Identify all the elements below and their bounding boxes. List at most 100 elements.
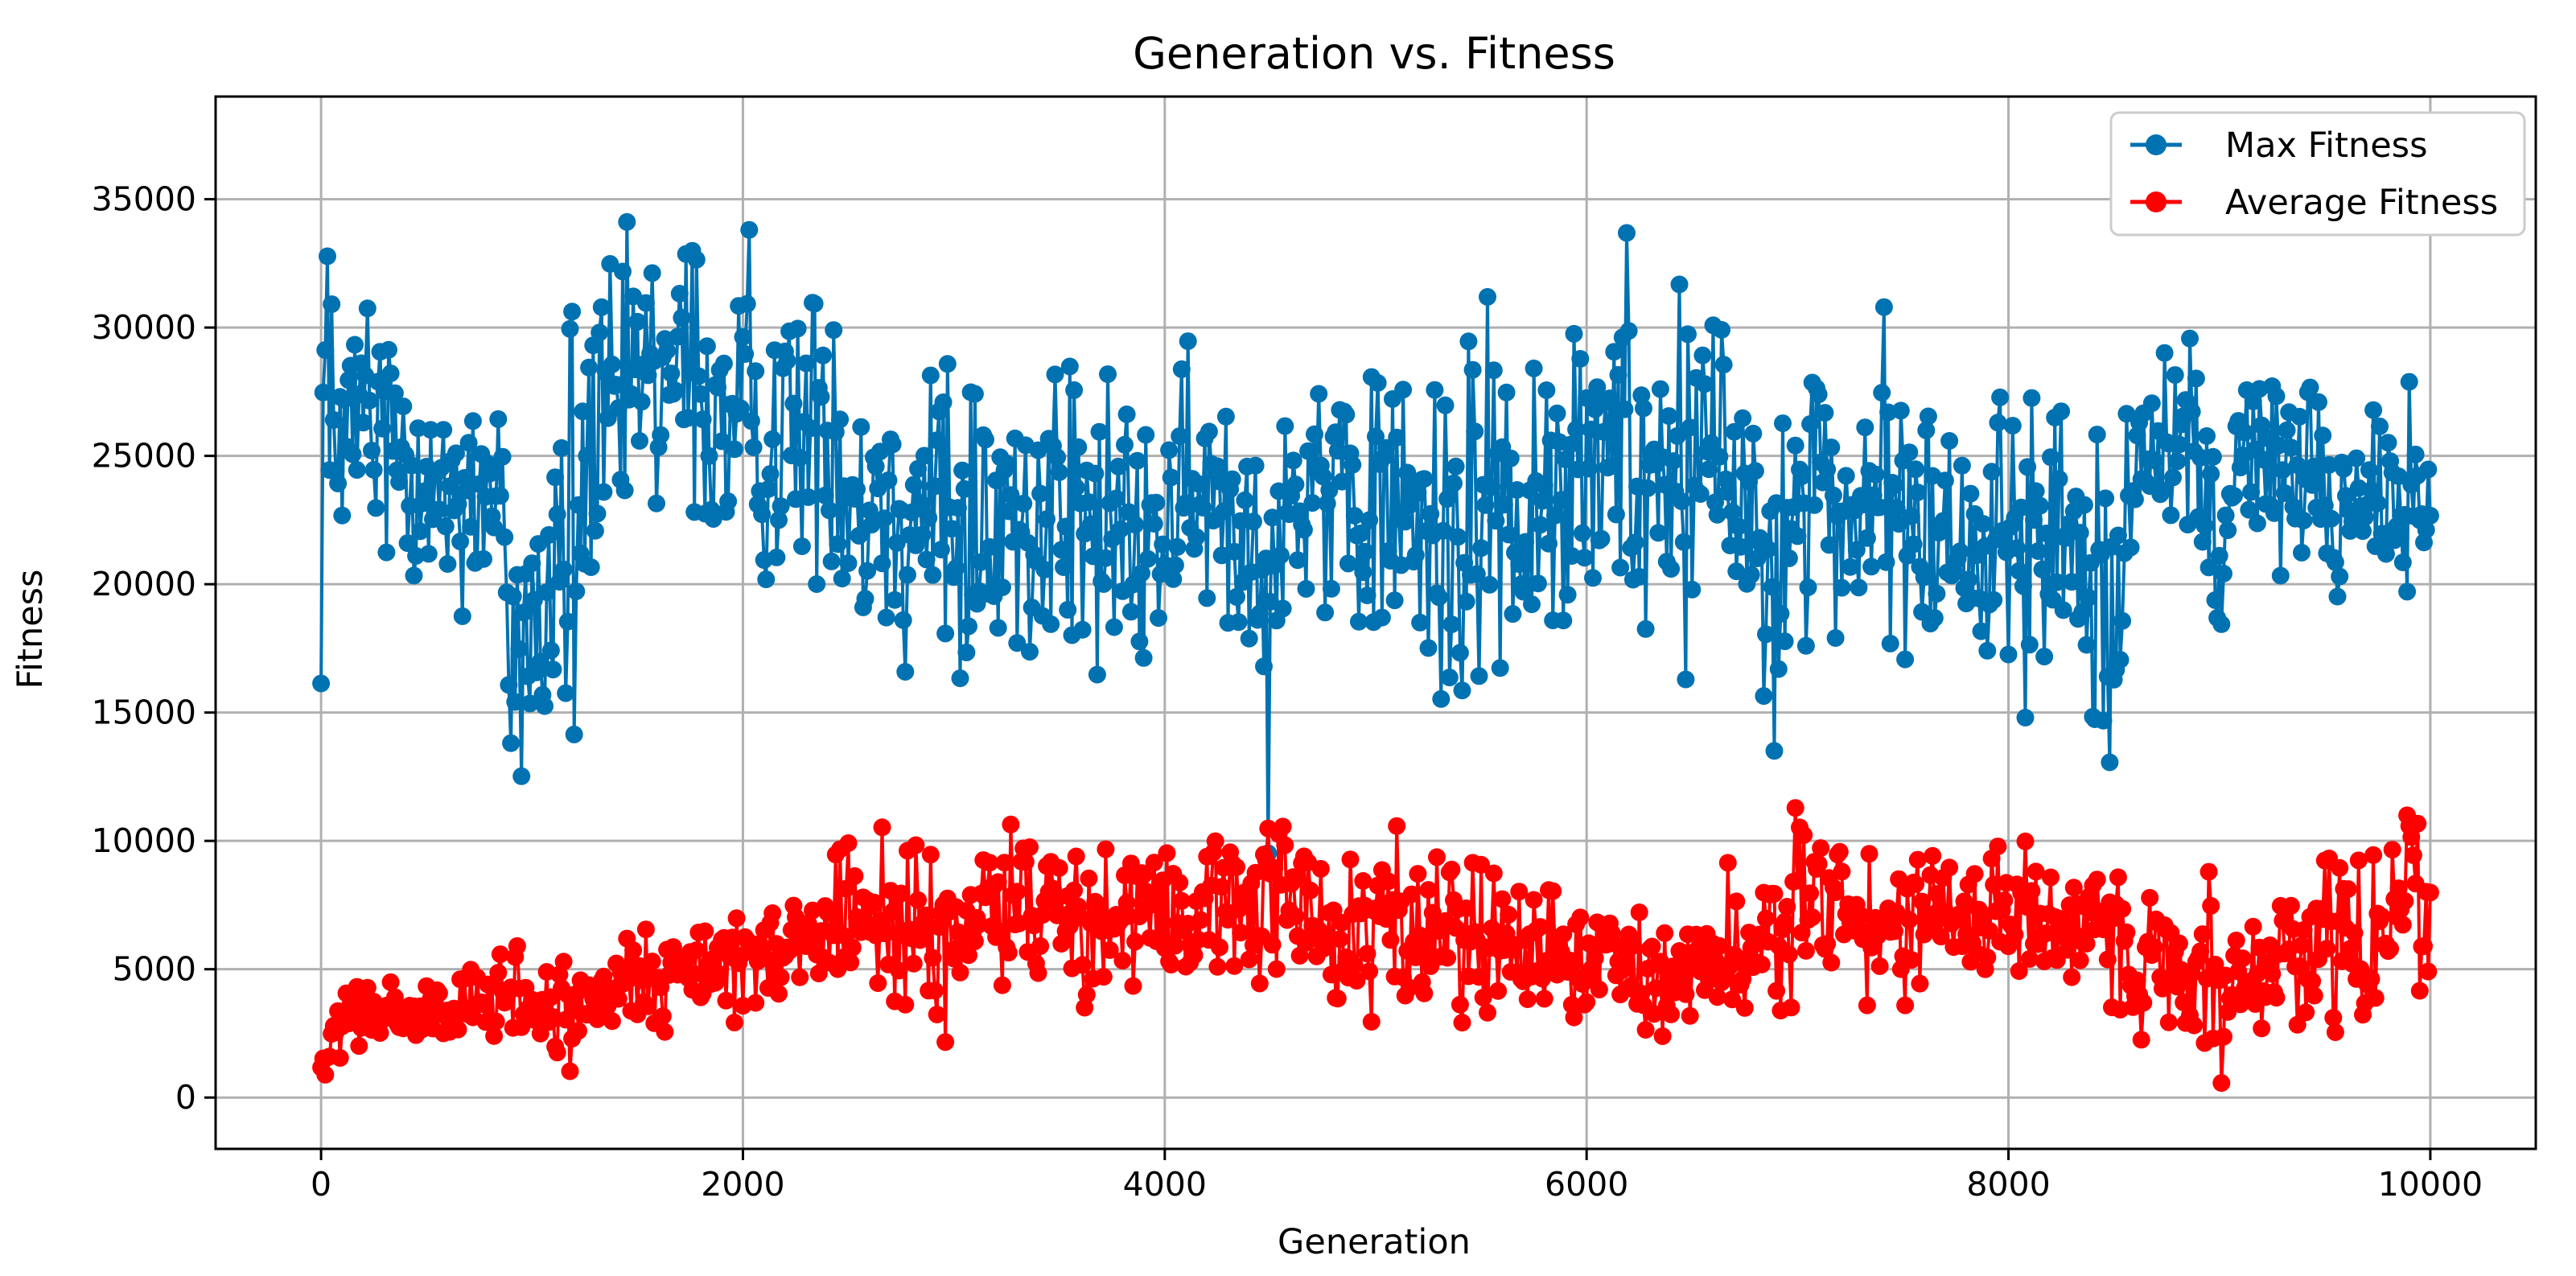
series-1-point-121	[567, 985, 586, 1003]
series-0-point-664	[1713, 321, 1730, 339]
series-0-point-607	[1592, 529, 1611, 548]
series-0-point-466	[1294, 521, 1313, 539]
series-1-point-594	[1565, 1008, 1583, 1027]
series-1-point-182	[696, 922, 714, 941]
series-0-point-658	[1700, 460, 1718, 479]
series-0-point-214	[763, 430, 782, 448]
series-0-point-563	[1500, 525, 1518, 544]
series-0-point-654	[1691, 485, 1710, 503]
series-1-point-322	[991, 923, 1010, 941]
series-0-point-367	[1086, 464, 1105, 483]
series-0-point-947	[2310, 393, 2327, 411]
series-1-point-694	[1776, 912, 1794, 931]
series-0-point-193	[719, 492, 738, 511]
series-0-point-725	[1841, 558, 1859, 576]
series-1-point-633	[1647, 979, 1665, 998]
series-1-point-867	[2141, 888, 2159, 907]
series-0-point-456	[1274, 599, 1292, 618]
series-1-point-895	[2199, 862, 2218, 881]
series-0-point-284	[911, 494, 929, 512]
series-1-point-690	[1767, 982, 1786, 1000]
series-0-point-89	[500, 676, 518, 694]
series-0-point-627	[1635, 399, 1652, 418]
series-0-point-586	[1548, 404, 1566, 422]
series-1-point-510	[1388, 817, 1406, 835]
series-1-point-579	[1533, 969, 1552, 988]
series-0-point-578	[1531, 516, 1549, 534]
series-0-point-242	[822, 552, 841, 570]
series-0-point-591	[1558, 586, 1577, 604]
series-1-point-35	[385, 988, 404, 1006]
series-1-point-768	[1932, 928, 1950, 946]
series-1-point-496	[1358, 945, 1376, 963]
series-0-point-389	[1133, 564, 1150, 582]
series-1-point-779	[1955, 892, 1973, 911]
x-tick-label-6000: 6000	[1545, 1165, 1628, 1204]
series-1-point-211	[757, 949, 776, 968]
series-0-point-49	[415, 482, 434, 500]
series-0-point-662	[1708, 505, 1726, 524]
legend-max-fitness-marker	[2146, 134, 2167, 155]
series-1-point-494	[1354, 872, 1372, 890]
series-1-point-964	[2345, 924, 2364, 942]
series-1-point-700	[1788, 871, 1807, 890]
series-0-point-721	[1833, 578, 1851, 597]
series-0-point-3	[319, 247, 336, 265]
series-0-point-259	[858, 562, 877, 580]
series-1-point-395	[1145, 854, 1163, 872]
series-0-point-205	[744, 438, 763, 456]
series-0-point-391	[1137, 426, 1155, 444]
series-0	[312, 212, 2439, 862]
series-0-point-166	[662, 364, 681, 383]
series-0-point-635	[1651, 380, 1669, 398]
series-0-point-218	[772, 497, 790, 516]
series-0-point-359	[1069, 438, 1088, 456]
series-0-point-626	[1632, 386, 1651, 405]
series-0-point-756	[1907, 460, 1925, 479]
series-0-point-180	[692, 385, 710, 403]
series-1-point-382	[1117, 894, 1136, 912]
series-1-point-798	[1995, 891, 2014, 910]
series-0-point-256	[852, 418, 870, 436]
series-0-point-575	[1525, 359, 1543, 377]
data-series	[312, 212, 2439, 1093]
series-1-point-18	[350, 1037, 368, 1056]
series-0-point-729	[1850, 578, 1868, 597]
series-0-point-15	[344, 445, 362, 463]
series-1-point-439	[1238, 895, 1257, 914]
series-0-point-399	[1154, 535, 1172, 554]
series-1-point-649	[1681, 1006, 1699, 1025]
series-0-point-95	[512, 767, 531, 785]
series-0-point-406	[1168, 537, 1187, 556]
series-0-point-904	[2219, 521, 2237, 539]
series-1-point-683	[1752, 955, 1771, 973]
series-0-point-39	[394, 397, 413, 416]
series-1-point-452	[1265, 858, 1284, 877]
series-1-point-706	[1801, 884, 1820, 903]
series-0-point-5	[323, 295, 341, 314]
series-0-point-420	[1198, 589, 1216, 607]
series-1-point-334	[1016, 853, 1035, 871]
series-0-point-740	[1873, 384, 1891, 402]
series-0-point-486	[1337, 405, 1356, 424]
series-1-point-83	[487, 1012, 505, 1031]
series-0-point-386	[1126, 516, 1145, 534]
series-1-point-662	[1708, 988, 1726, 1006]
series-0-point-826	[2054, 601, 2072, 619]
series-1-point-2	[316, 1065, 335, 1084]
series-0-point-340	[1029, 441, 1047, 459]
series-1-point-600	[1578, 993, 1596, 1011]
series-0-point-873	[2153, 481, 2171, 499]
series-0-point-66	[451, 533, 470, 550]
series-1-point-911	[2233, 949, 2252, 968]
series-1-point-247	[833, 926, 851, 944]
series-0-point-644	[1670, 275, 1689, 294]
series-0-point-307	[960, 617, 977, 636]
series-0-point-114	[553, 438, 570, 457]
series-0-point-478	[1320, 481, 1339, 500]
series-0-point-91	[504, 587, 522, 606]
series-0-point-509	[1385, 591, 1404, 610]
series-0-point-561	[1495, 496, 1513, 514]
series-0-point-693	[1774, 414, 1792, 433]
series-0-point-938	[2290, 407, 2309, 426]
